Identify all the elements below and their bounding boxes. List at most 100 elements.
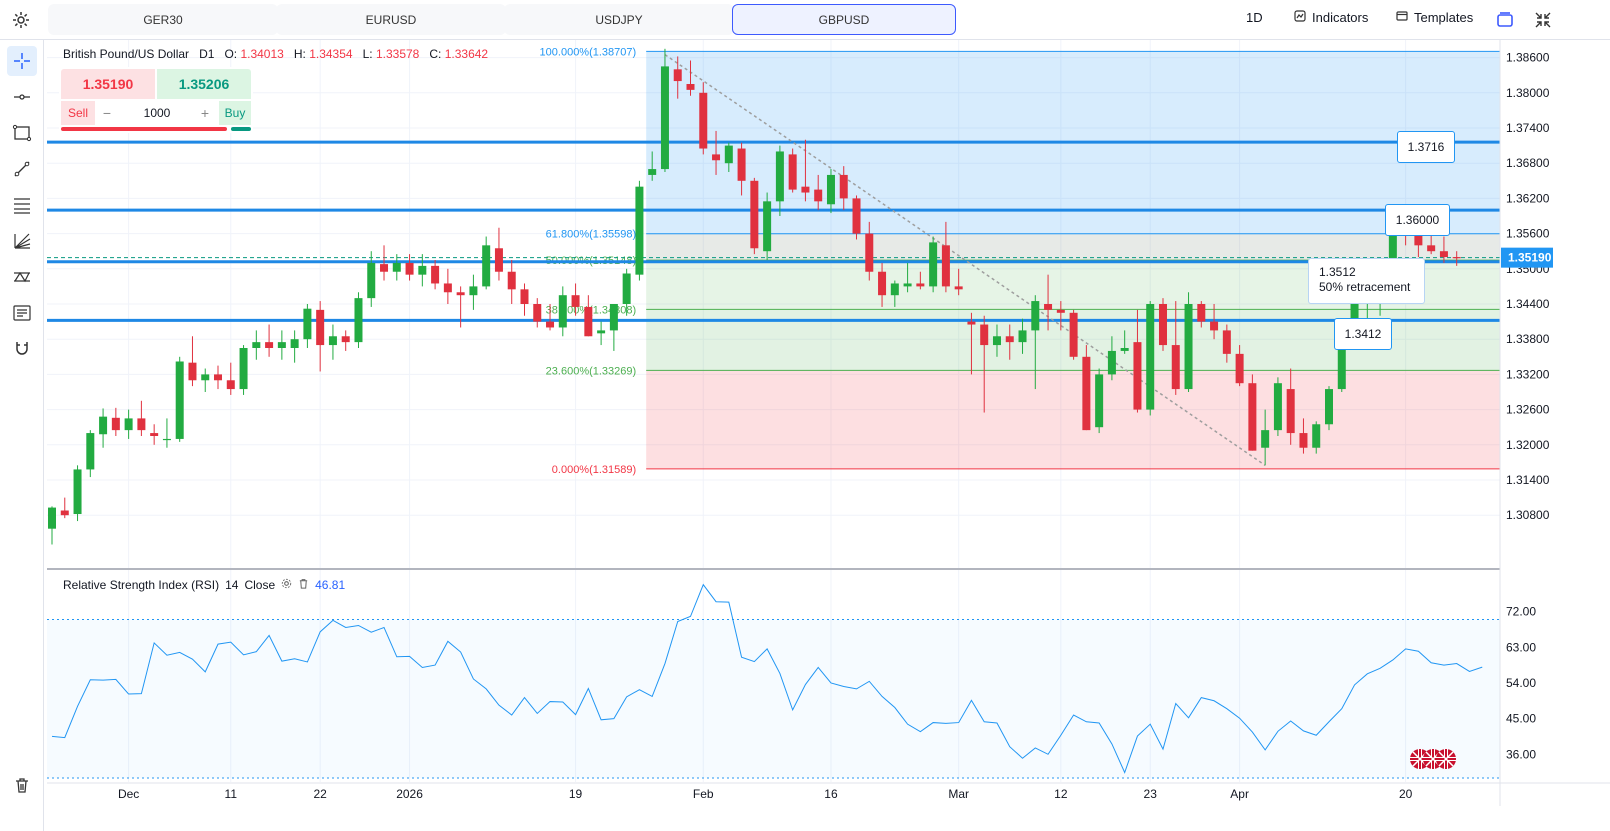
candle-body — [1439, 251, 1448, 258]
candle — [1452, 251, 1461, 266]
buy-button[interactable]: Buy — [219, 101, 251, 125]
crosshair-icon[interactable] — [7, 46, 37, 76]
candle-body — [788, 154, 797, 190]
candle — [533, 298, 542, 328]
candle-body — [1312, 424, 1321, 448]
open-value: 1.34013 — [240, 47, 284, 61]
level-label-1[interactable]: 1.3716 — [1397, 131, 1455, 163]
candle-body — [1107, 350, 1116, 375]
trash-icon[interactable] — [7, 770, 37, 800]
candle — [1146, 301, 1155, 416]
timeframe-button[interactable]: 1D — [1246, 10, 1263, 25]
level-label-2[interactable]: 1.36000 — [1385, 204, 1450, 236]
tab-usdjpy[interactable]: USDJPY — [504, 4, 734, 35]
symbol-legend: British Pound/US Dollar D1 O: 1.34013 H:… — [63, 47, 488, 61]
indicators-button[interactable]: Indicators — [1294, 10, 1368, 25]
price-tick-label: 1.33800 — [1506, 332, 1550, 346]
candle — [469, 274, 478, 310]
candle — [520, 283, 529, 316]
horizontal-ray-icon[interactable] — [7, 82, 37, 112]
candle-body — [99, 416, 108, 435]
quantity-decrease-button[interactable]: − — [102, 105, 112, 121]
pattern-icon[interactable] — [7, 262, 37, 292]
buy-price-button[interactable]: 1.35206 — [157, 69, 251, 99]
candle-body — [1248, 383, 1257, 451]
candle-body — [1069, 312, 1078, 357]
candle-body — [890, 283, 899, 296]
rsi-name: Relative Strength Index (RSI) — [63, 578, 220, 592]
candle — [1031, 295, 1040, 390]
candle — [1286, 368, 1295, 445]
candle — [1056, 301, 1065, 331]
rsi-line — [51, 583, 1483, 774]
candle-body — [175, 361, 184, 439]
candle — [392, 254, 401, 281]
candle — [597, 321, 606, 346]
symbol-name: British Pound/US Dollar — [63, 47, 190, 61]
candle-body — [1286, 389, 1295, 434]
candle — [73, 465, 82, 522]
candle — [929, 236, 938, 293]
rsi-tick-label: 72.00 — [1506, 605, 1536, 619]
candle-body — [1031, 301, 1040, 331]
candle-body — [316, 309, 325, 346]
rsi-length: 14 — [225, 578, 239, 592]
rsi-delete-icon[interactable] — [298, 578, 309, 592]
trade-panel: 1.35190 1.35206 Sell − + Buy — [59, 67, 253, 133]
candle — [635, 180, 644, 281]
candle-body — [916, 283, 925, 287]
trend-line[interactable] — [664, 54, 1266, 466]
candle — [775, 145, 784, 216]
candle-body — [852, 198, 861, 234]
candle-body — [392, 262, 401, 272]
gear-icon[interactable] — [10, 9, 32, 31]
candle-body — [494, 248, 503, 272]
rectangle-icon[interactable] — [7, 118, 37, 148]
candle-body — [1452, 257, 1461, 259]
quantity-input[interactable] — [119, 101, 195, 125]
quantity-increase-button[interactable]: + — [200, 105, 210, 121]
candle — [1133, 309, 1142, 413]
fib-retracement-icon[interactable] — [7, 190, 37, 220]
candle-body — [584, 306, 593, 337]
text-note-icon[interactable] — [7, 298, 37, 328]
retracement-note[interactable]: 1.3512 50% retracement — [1308, 258, 1425, 304]
templates-button[interactable]: Templates — [1396, 10, 1473, 25]
tab-ger30[interactable]: GER30 — [48, 4, 278, 35]
candle — [699, 82, 708, 155]
fib-fan-icon[interactable] — [7, 226, 37, 256]
collapse-icon[interactable] — [1532, 9, 1554, 31]
candle — [686, 60, 695, 96]
open-label: O: — [224, 47, 238, 61]
candle — [1248, 374, 1257, 451]
rsi-settings-icon[interactable] — [281, 578, 292, 592]
candle — [737, 142, 746, 196]
candle — [801, 139, 810, 202]
sell-button[interactable]: Sell — [61, 101, 95, 125]
magnet-icon[interactable] — [7, 334, 37, 364]
level-label-1-text: 1.3716 — [1407, 140, 1445, 154]
candle-body — [252, 342, 261, 348]
trend-line-icon[interactable] — [7, 154, 37, 184]
candle-body — [443, 283, 452, 293]
tab-gbpusd[interactable]: GBPUSD — [732, 4, 956, 35]
note-price: 1.3512 — [1319, 265, 1356, 279]
time-tick-label: Mar — [948, 787, 969, 801]
level-label-3-text: 1.3412 — [1344, 327, 1382, 341]
candle-body — [699, 92, 708, 149]
candle — [507, 260, 516, 304]
candle-body — [724, 145, 733, 164]
candle — [1235, 345, 1244, 387]
level-label-3[interactable]: 1.3412 — [1334, 318, 1392, 350]
fib-zone — [646, 370, 1500, 469]
time-tick-label: 19 — [569, 787, 583, 801]
candle — [265, 324, 274, 357]
candle-body — [354, 298, 363, 343]
layout-icon[interactable] — [1494, 9, 1516, 31]
tab-eurusd[interactable]: EURUSD — [276, 4, 506, 35]
candle-body — [546, 321, 555, 328]
candle-body — [609, 304, 618, 331]
time-tick-label: Dec — [118, 787, 139, 801]
sell-price-button[interactable]: 1.35190 — [61, 69, 155, 99]
